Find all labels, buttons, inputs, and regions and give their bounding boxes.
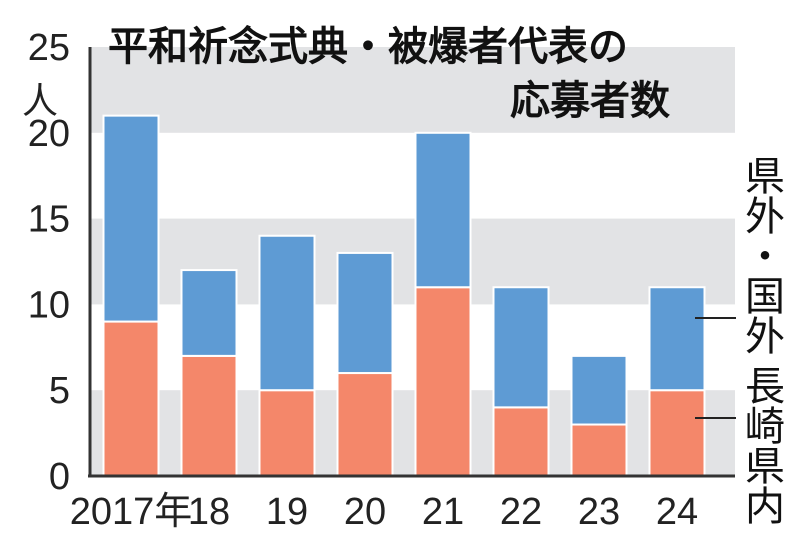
legend-label-nagasaki-char: 内 [745,484,785,530]
legend-label-outside-char: 外 [745,194,785,240]
x-tick-label: 24 [656,491,698,533]
bar-outside-4 [414,131,472,289]
x-tick-label: 18 [188,491,230,533]
y-unit-label: 人 [22,81,58,122]
chart-title: 平和祈念式典・被爆者代表の 応募者数 [108,24,670,124]
bar-nagasaki-0 [102,320,160,477]
legend-label-nagasaki-char: 県 [745,444,785,490]
bar-outside-7 [648,286,706,392]
bar-nagasaki-4 [414,286,472,477]
bar-outside-1 [180,269,238,357]
legend-label-outside-char: ・ [745,234,785,280]
legend-label-nagasaki-char: 長 [745,364,785,410]
bar-group [102,114,706,478]
legend-label-nagasaki-char: 崎 [745,404,785,450]
bar-outside-5 [492,286,550,409]
bar-nagasaki-3 [336,372,394,478]
y-tick-label: 15 [28,199,70,241]
chart-title-line-1: 平和祈念式典・被爆者代表の [108,24,628,70]
y-tick-label: 20 [28,113,70,155]
bar-nagasaki-1 [180,354,238,478]
bar-outside-2 [258,234,316,392]
x-tick-label: 22 [500,491,542,533]
y-tick-labels: 0 5 10 15 20 25 [28,27,70,498]
bar-outside-3 [336,251,394,375]
y-tick-label: 5 [49,370,70,412]
x-tick-label: 21 [422,491,464,533]
bar-nagasaki-6 [570,423,628,477]
x-tick-label: 2017年 [70,491,193,533]
bar-outside-6 [570,354,628,426]
legend-item-outside: 県外・国外 [695,154,785,360]
bar-outside-0 [102,114,160,323]
x-tick-label: 23 [578,491,620,533]
grid-band-2 [90,47,735,133]
y-tick-label: 0 [49,456,70,498]
x-tick-label: 20 [344,491,386,533]
bar-nagasaki-2 [258,389,316,478]
bar-nagasaki-7 [648,389,706,478]
legend-label-outside-char: 県 [745,154,785,200]
bar-nagasaki-5 [492,406,550,477]
y-tick-label: 10 [28,284,70,326]
legend-label-outside-char: 国 [745,274,785,320]
legend-label-outside-char: 外 [745,314,785,360]
y-tick-label: 25 [28,27,70,69]
x-tick-label: 19 [266,491,308,533]
chart-title-line-2: 応募者数 [510,78,670,124]
